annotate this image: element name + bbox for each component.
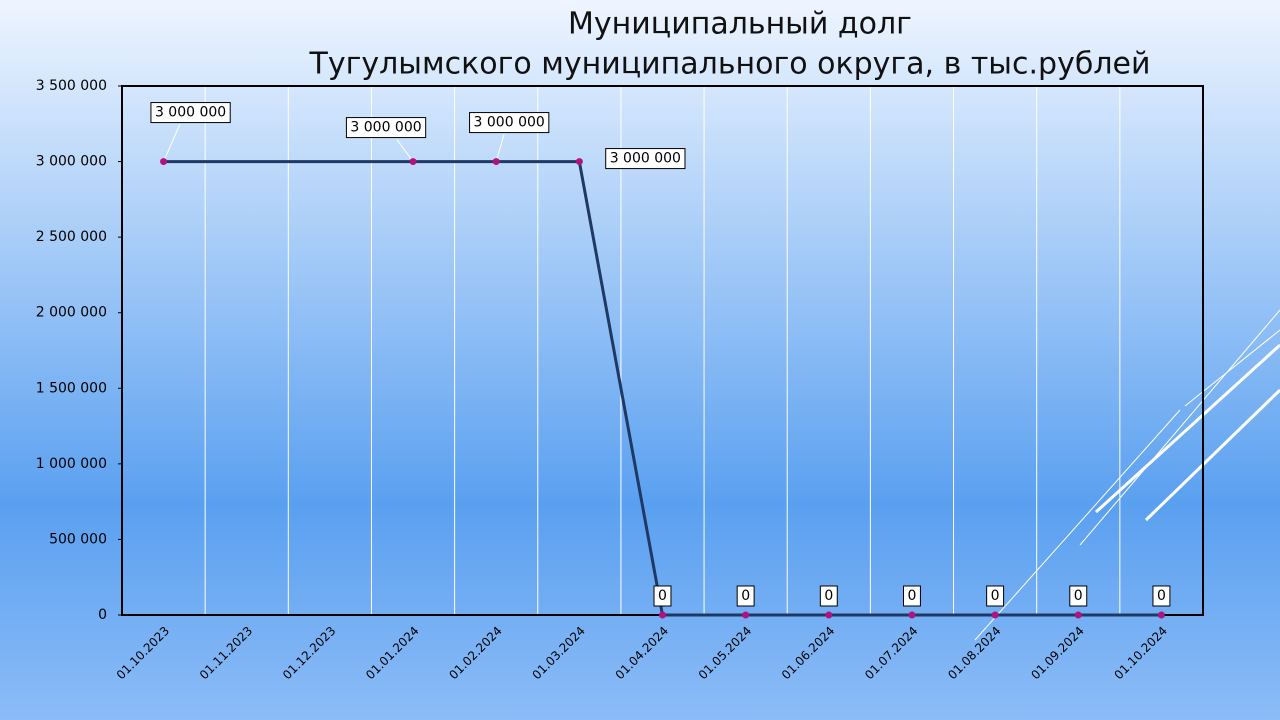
data-label-box	[605, 148, 686, 170]
marker	[575, 158, 583, 166]
chart-title: Муниципальный долг	[568, 7, 912, 42]
leader-line	[495, 134, 505, 162]
data-label: 0	[908, 588, 917, 604]
marker	[1074, 611, 1082, 619]
y-tick-label: 2 000 000	[36, 305, 107, 321]
data-label: 0	[658, 588, 667, 604]
marker	[908, 611, 916, 619]
data-label: 3 000 000	[350, 120, 421, 136]
y-tick-label: 3 500 000	[36, 78, 107, 94]
data-label: 3 000 000	[610, 151, 681, 167]
marker	[160, 158, 168, 166]
data-label: 0	[1074, 588, 1083, 604]
chart-title: Тугулымского муниципального округа, в ты…	[309, 47, 1151, 82]
data-label: 0	[991, 588, 1000, 604]
data-label: 0	[824, 588, 833, 604]
y-tick-label: 0	[98, 607, 107, 623]
y-tick-label: 1 500 000	[36, 380, 107, 396]
leader-line	[163, 124, 181, 162]
data-label: 0	[741, 588, 750, 604]
y-tick-label: 1 000 000	[36, 456, 107, 472]
marker	[1157, 611, 1165, 619]
data-label: 0	[1157, 588, 1166, 604]
decoration	[974, 309, 1280, 641]
leader-line	[396, 139, 414, 162]
y-tick-label: 500 000	[49, 531, 107, 547]
marker	[742, 611, 750, 619]
data-label-box	[1152, 585, 1171, 607]
data-label-box	[1069, 585, 1088, 607]
marker	[991, 611, 999, 619]
data-label-box	[469, 112, 550, 134]
data-label-box	[150, 102, 231, 124]
marker	[659, 611, 666, 619]
data-label-box	[819, 585, 838, 607]
data-label-box	[345, 117, 427, 139]
data-label-box	[903, 585, 921, 607]
y-tick-label: 2 500 000	[36, 229, 107, 245]
data-label-box	[986, 585, 1005, 607]
data-label-box	[653, 585, 672, 607]
marker	[825, 611, 833, 619]
data-label: 3 000 000	[155, 105, 226, 121]
marker	[492, 158, 500, 166]
marker	[409, 158, 417, 166]
data-label-box	[736, 585, 755, 607]
y-tick-label: 3 000 000	[36, 154, 107, 170]
data-label: 3 000 000	[474, 115, 545, 131]
